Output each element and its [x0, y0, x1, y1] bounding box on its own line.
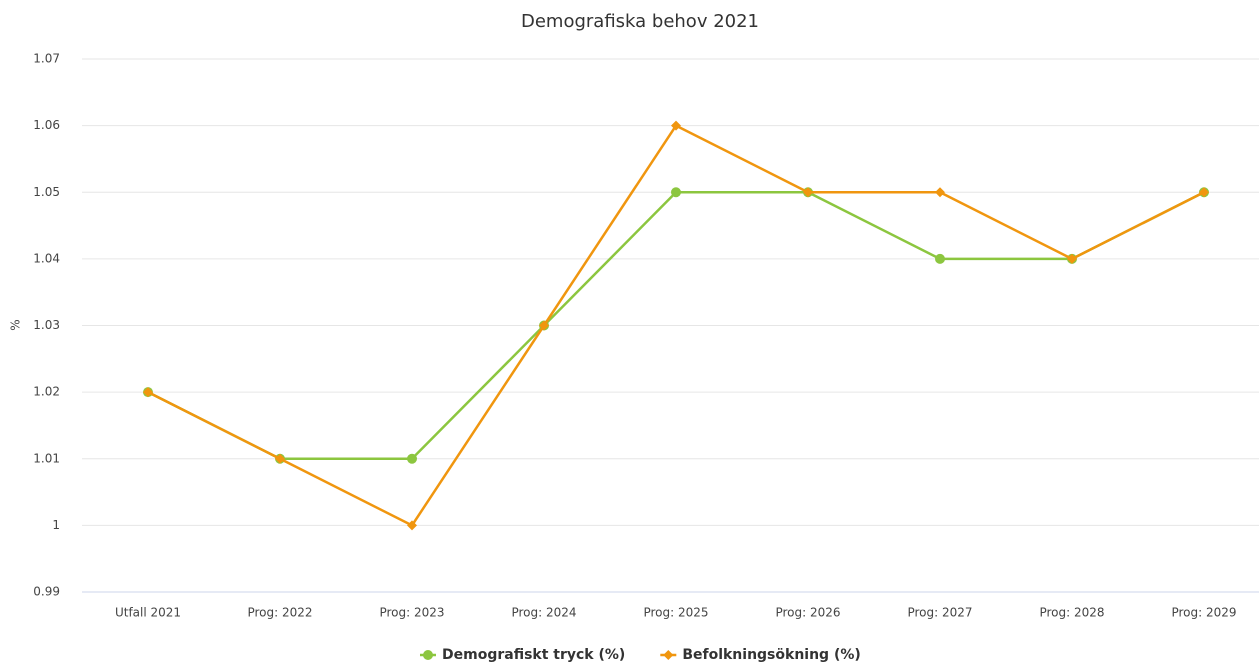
x-tick-label: Prog: 2028: [1039, 606, 1104, 620]
x-tick-label: Prog: 2029: [1171, 606, 1236, 620]
x-tick-label: Prog: 2022: [247, 606, 312, 620]
x-tick-label: Prog: 2023: [379, 606, 444, 620]
point-marker: [143, 387, 153, 398]
point-marker: [539, 320, 549, 331]
point-marker: [407, 453, 417, 464]
point-marker: [935, 187, 945, 198]
y-tick-label: 1.05: [33, 185, 60, 199]
legend-marker: [423, 650, 433, 660]
x-tick-label: Prog: 2025: [643, 606, 708, 620]
x-tick-label: Utfall 2021: [115, 606, 181, 620]
y-tick-label: 1.07: [33, 52, 60, 66]
y-tick-label: 1.04: [33, 251, 60, 265]
legend-label: Demografiskt tryck (%): [442, 647, 625, 663]
y-tick-label: 0.99: [33, 585, 60, 599]
chart-title: Demografiska behov 2021: [521, 11, 759, 32]
y-tick-label: 1.01: [33, 451, 60, 465]
y-tick-label: 1.02: [33, 385, 60, 399]
y-axis-label: %: [9, 319, 23, 330]
y-tick-label: 1: [52, 518, 60, 532]
x-tick-label: Prog: 2027: [907, 606, 972, 620]
x-tick-label: Prog: 2026: [775, 606, 840, 620]
point-marker: [407, 520, 417, 531]
y-tick-label: 1.03: [33, 318, 60, 332]
point-marker: [275, 453, 285, 464]
legend-marker: [663, 650, 674, 660]
point-marker: [1067, 253, 1077, 264]
point-marker: [935, 253, 945, 264]
point-marker: [671, 120, 681, 131]
y-tick-label: 1.06: [33, 118, 60, 132]
legend-label: Befolkningsökning (%): [682, 647, 860, 663]
point-marker: [1199, 187, 1209, 198]
x-tick-label: Prog: 2024: [511, 606, 576, 620]
point-marker: [803, 187, 813, 198]
point-marker: [671, 187, 681, 198]
